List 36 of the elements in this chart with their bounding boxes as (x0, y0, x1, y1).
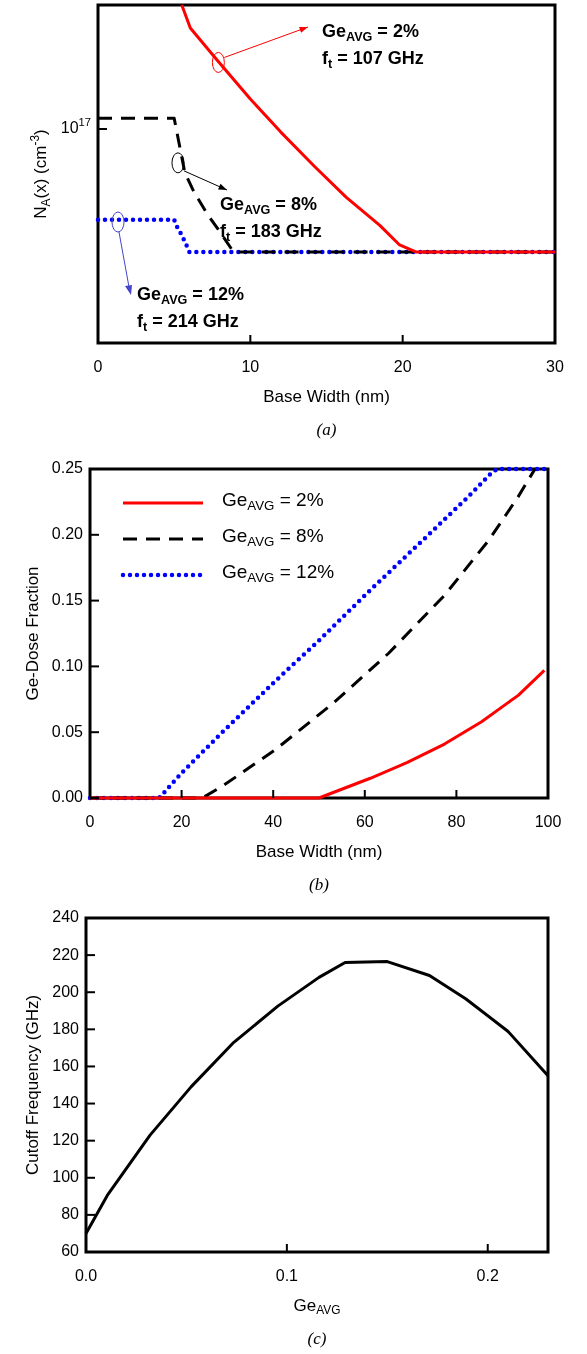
x-tick-label: 0 (93, 358, 103, 376)
y-tick-label: 160 (52, 1056, 80, 1074)
x-tick-label: 0 (85, 813, 95, 831)
y-tick-label: 240 (52, 908, 80, 926)
y-tick-label: 180 (52, 1019, 80, 1037)
x-tick-label: 0.0 (74, 1267, 98, 1285)
x-tick-label: 10 (241, 358, 260, 376)
x-tick-label: 0.2 (476, 1267, 499, 1285)
y-tick-label: 0.15 (51, 591, 84, 609)
y-axis-title: Ge-Dose Fraction (22, 566, 42, 701)
x-tick-label: 80 (447, 813, 466, 831)
y-tick-label: 0.25 (51, 459, 84, 477)
x-axis-title: Base Width (nm) (263, 386, 390, 406)
text: (a) (316, 420, 337, 440)
x-tick-label: 30 (546, 358, 564, 376)
x-tick-label: 20 (172, 813, 191, 831)
y-tick-label: 0.10 (51, 656, 84, 674)
y-tick-label: 80 (61, 1205, 80, 1223)
x-tick-label: 40 (264, 813, 283, 831)
x-tick-label: 20 (393, 358, 412, 376)
y-axis-title: Cutoff Frequency (GHz) (22, 994, 42, 1176)
y-tick-label: 200 (52, 982, 80, 1000)
x-tick-label: 0.1 (275, 1267, 299, 1285)
y-tick-label: 0.00 (51, 788, 84, 806)
y-tick-label: 120 (52, 1131, 80, 1149)
x-tick-label: 100 (534, 813, 562, 831)
y-tick-label: 0.20 (51, 525, 84, 543)
x-tick-label: 60 (355, 813, 374, 831)
x-axis-title: Base Width (nm) (255, 841, 383, 861)
y-tick-label: 220 (52, 945, 80, 963)
y-tick-label: 0.05 (51, 722, 84, 740)
y-tick-label: 100 (52, 1168, 80, 1186)
text: (c) (307, 1329, 327, 1349)
text: (b) (309, 875, 330, 895)
y-tick-label: 60 (61, 1242, 80, 1260)
y-tick-label: 140 (52, 1093, 80, 1111)
